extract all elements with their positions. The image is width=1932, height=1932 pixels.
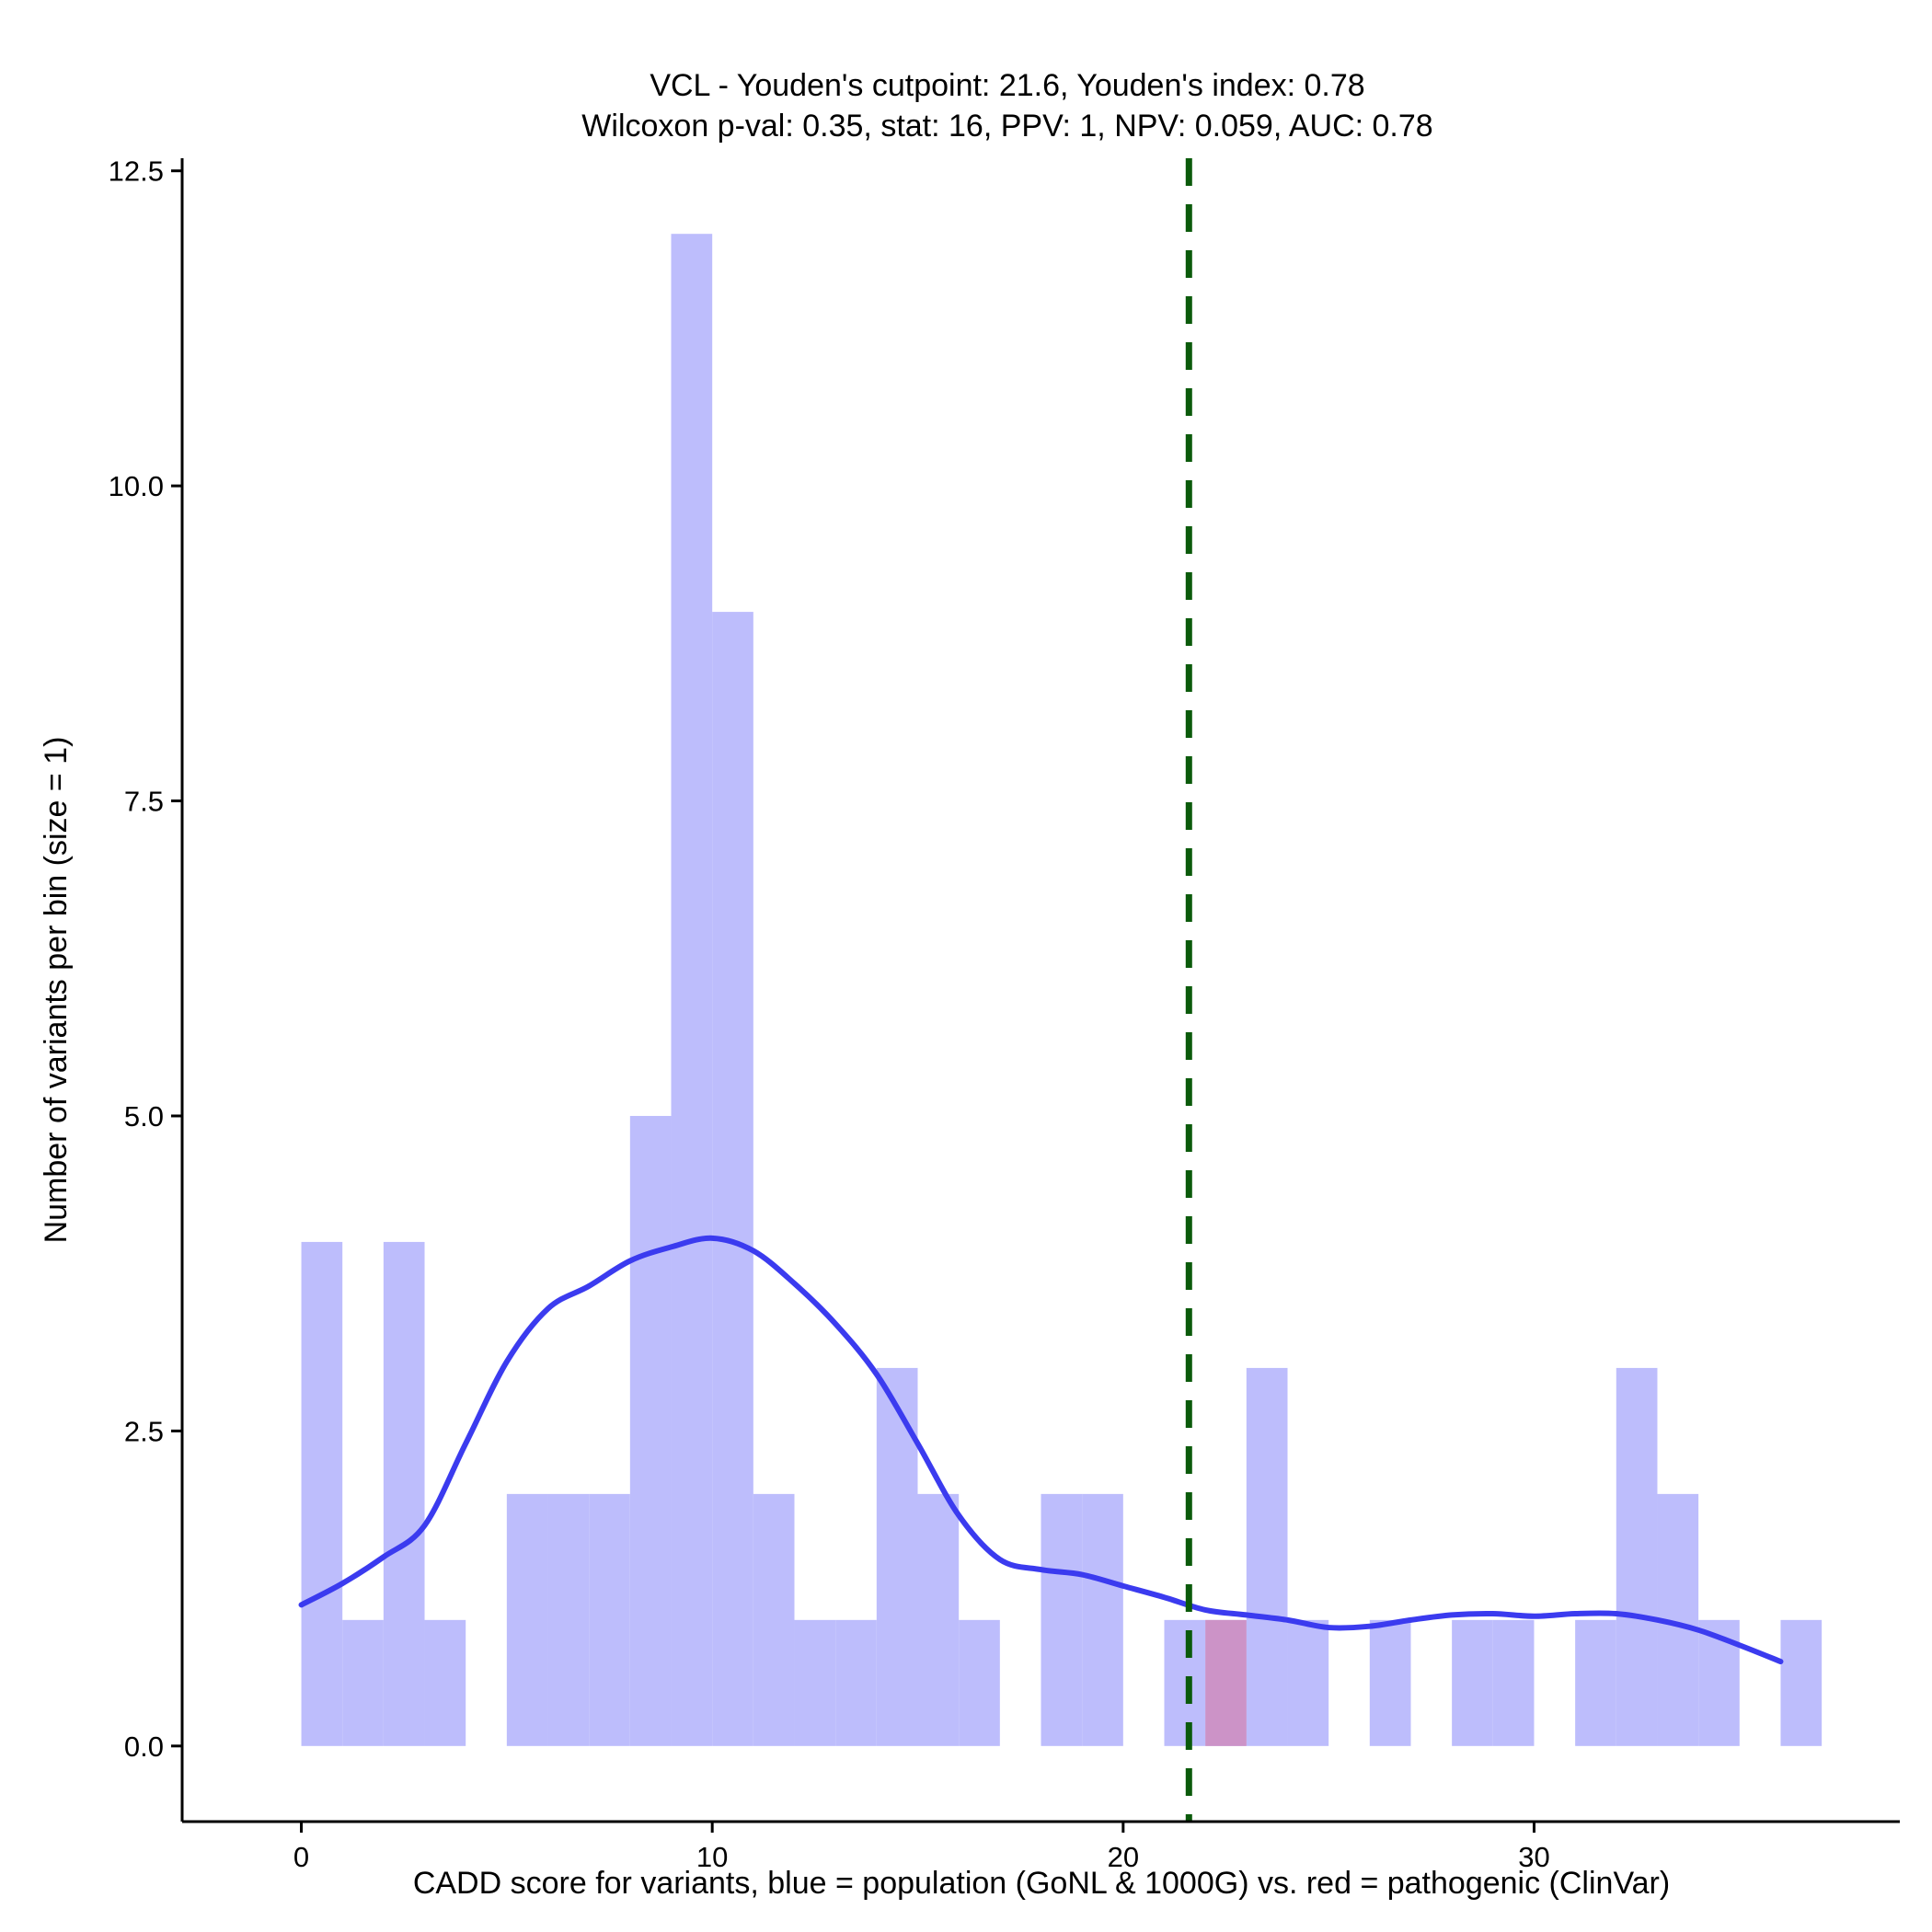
population-bar (959, 1619, 1000, 1746)
population-bar (1616, 1367, 1658, 1746)
y-tick-label: 5.0 (124, 1100, 164, 1133)
y-tick-label: 12.5 (109, 155, 164, 188)
population-bar (835, 1619, 877, 1746)
population-bar (589, 1493, 630, 1746)
population-bar (424, 1619, 466, 1746)
population-bar (1164, 1619, 1206, 1746)
y-tick-label: 2.5 (124, 1415, 164, 1447)
population-bar (1369, 1619, 1411, 1746)
x-axis-title: CADD score for variants, blue = populati… (413, 1866, 1670, 1901)
population-bar (1452, 1619, 1493, 1746)
x-tick-label: 0 (293, 1841, 309, 1873)
y-tick-label: 10.0 (109, 470, 164, 502)
population-bar (1041, 1493, 1083, 1746)
population-bar (712, 612, 753, 1746)
population-bar (794, 1619, 836, 1746)
population-bar (301, 1241, 343, 1746)
population-bar (671, 234, 713, 1746)
ticks-layer: 0 10 20 30 0.0 2.5 5.0 7.5 10.0 12.5 (109, 155, 1550, 1873)
y-tick-label: 0.0 (124, 1731, 164, 1763)
density-curve (298, 1235, 1784, 1665)
bars-layer (301, 234, 1823, 1746)
x-tick-label: 20 (1108, 1841, 1139, 1873)
population-bar (876, 1367, 918, 1746)
population-bar (547, 1493, 590, 1746)
population-bar (1780, 1619, 1823, 1746)
population-bar (629, 1115, 672, 1746)
population-bar (1575, 1619, 1616, 1746)
population-bar (342, 1619, 384, 1746)
y-axis-title: Number of variants per bin (size = 1) (39, 737, 74, 1244)
population-bar (1246, 1367, 1288, 1746)
pathogenic-bar (1205, 1619, 1247, 1746)
chart-subtitle: Wilcoxon p-val: 0.35, stat: 16, PPV: 1, … (581, 109, 1432, 144)
density-layer (298, 1235, 1784, 1665)
y-tick-label: 7.5 (124, 786, 164, 818)
population-bar (917, 1493, 960, 1746)
population-bar (506, 1493, 548, 1746)
population-bar (753, 1493, 795, 1746)
population-bar (1287, 1619, 1329, 1746)
population-bar (1082, 1493, 1123, 1746)
x-tick-label: 30 (1518, 1841, 1549, 1873)
x-tick-label: 10 (696, 1841, 728, 1873)
population-bar (1492, 1619, 1535, 1746)
chart-title: VCL - Youden's cutpoint: 21.6, Youden's … (650, 68, 1364, 103)
population-bar (383, 1241, 425, 1746)
